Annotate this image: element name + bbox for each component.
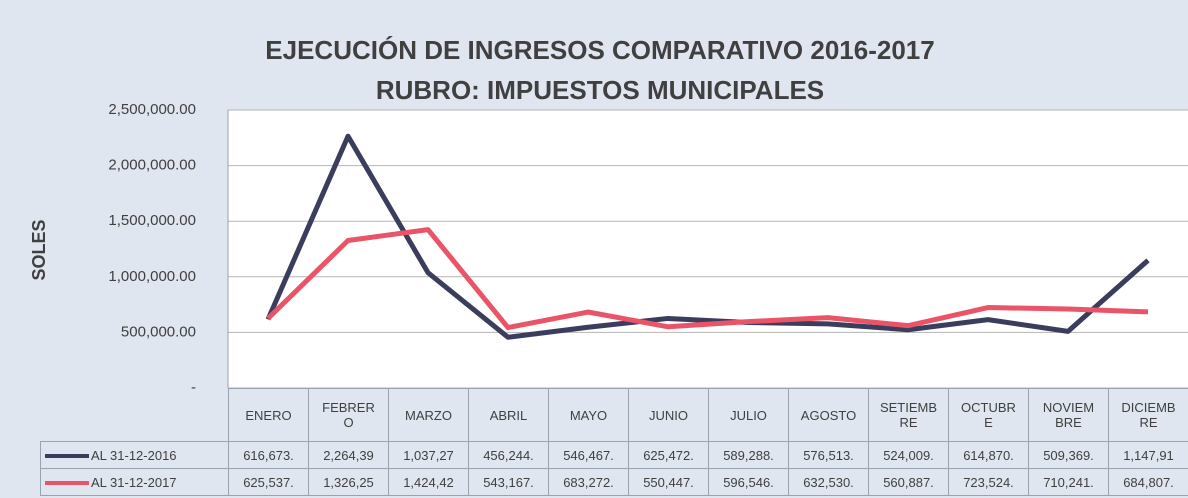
y-tick-label: 2,500,000.00 xyxy=(108,101,196,118)
data-label: 2,264,39 xyxy=(308,441,389,469)
data-label: 560,887. xyxy=(868,468,949,496)
x-tick-label: JULIO xyxy=(708,388,789,442)
data-label: 550,447. xyxy=(628,468,709,496)
series-line xyxy=(265,133,1150,340)
legend-entry: AL 31-12-2016 xyxy=(40,441,229,469)
legend-swatch xyxy=(45,481,89,486)
data-label: 625,537. xyxy=(228,468,309,496)
data-label: 625,472. xyxy=(628,441,709,469)
x-tick-label: ENERO xyxy=(228,388,309,442)
data-label: 1,424,42 xyxy=(388,468,469,496)
x-tick-label: FEBRERO xyxy=(308,388,389,442)
legend-label: AL 31-12-2016 xyxy=(91,447,177,463)
data-label: 1,037,27 xyxy=(388,441,469,469)
data-label: 614,870. xyxy=(948,441,1029,469)
y-tick-label: 1,500,000.00 xyxy=(108,212,196,229)
data-label: 632,530. xyxy=(788,468,869,496)
data-label: 456,244. xyxy=(468,441,549,469)
data-row: AL 31-12-2016 616,673. 2,264,39 1,037,27 456… xyxy=(40,441,1188,469)
x-tick-label: AGOSTO xyxy=(788,388,869,442)
data-label: 509,369. xyxy=(1028,441,1109,469)
data-label: 589,288. xyxy=(708,441,789,469)
data-label: 684,807. xyxy=(1108,468,1188,496)
data-label: 524,009. xyxy=(868,441,949,469)
data-label: 543,167. xyxy=(468,468,549,496)
data-label: 546,467. xyxy=(548,441,629,469)
y-tick-label: 500,000.00 xyxy=(121,323,196,340)
chart-subtitle: RUBRO: IMPUESTOS MUNICIPALES xyxy=(376,75,824,105)
series-line xyxy=(266,227,1149,331)
y-tick-label: - xyxy=(191,379,196,396)
data-label: 1,326,25 xyxy=(308,468,389,496)
data-label: 616,673. xyxy=(228,441,309,469)
y-axis-label: SOLES xyxy=(29,219,49,280)
plot-area xyxy=(228,110,1188,388)
legend-label: AL 31-12-2017 xyxy=(91,474,177,490)
chart-title: EJECUCIÓN DE INGRESOS COMPARATIVO 2016-2… xyxy=(265,35,934,65)
x-tick-label: MAYO xyxy=(548,388,629,442)
data-label: 1,147,91 xyxy=(1108,441,1188,469)
data-label: 723,524. xyxy=(948,468,1029,496)
data-label: 683,272. xyxy=(548,468,629,496)
data-row: AL 31-12-2017 625,537. 1,326,25 1,424,42 543… xyxy=(40,468,1188,496)
y-tick-label: 1,000,000.00 xyxy=(108,268,196,285)
data-label: 576,513. xyxy=(788,441,869,469)
x-tick-label: DICIEMBRE xyxy=(1108,388,1188,442)
data-label: 596,546. xyxy=(708,468,789,496)
x-tick-label: MARZO xyxy=(388,388,469,442)
legend-swatch xyxy=(45,454,89,459)
y-tick-label: 2,000,000.00 xyxy=(108,157,196,174)
x-tick-label: JUNIO xyxy=(628,388,709,442)
data-label: 710,241. xyxy=(1028,468,1109,496)
blank-cell xyxy=(40,388,229,442)
x-tick-label: ABRIL xyxy=(468,388,549,442)
x-tick-label: OCTUBRE xyxy=(948,388,1029,442)
x-tick-label: NOVIEMBRE xyxy=(1028,388,1109,442)
data-table: ENERO FEBRERO MARZO ABRIL MAYO JUNIO JULIO AGOS… xyxy=(40,388,1188,496)
legend-entry: AL 31-12-2017 xyxy=(40,468,229,496)
x-tick-label: SETIEMBRE xyxy=(868,388,949,442)
header-row: ENERO FEBRERO MARZO ABRIL MAYO JUNIO JULIO AGOS… xyxy=(40,388,1188,442)
